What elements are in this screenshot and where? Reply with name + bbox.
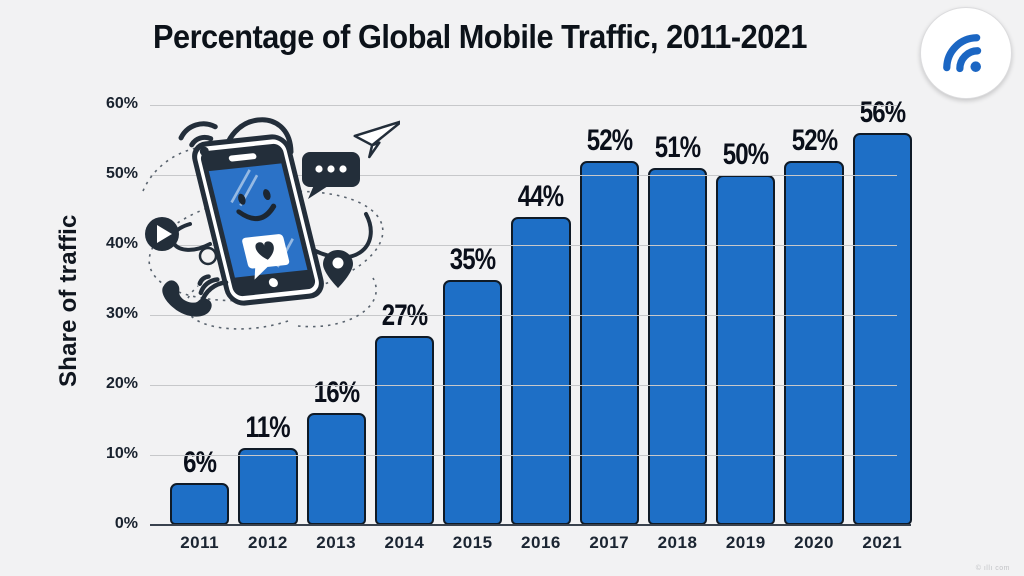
smiley-face bbox=[236, 189, 277, 222]
brand-logo bbox=[920, 7, 1012, 99]
y-tick-label: 10% bbox=[105, 445, 138, 462]
gridline bbox=[150, 455, 897, 456]
smartphone bbox=[192, 134, 324, 306]
phone-illustration bbox=[142, 117, 400, 330]
bar-column: 44% bbox=[511, 45, 571, 525]
paper-plane-icon bbox=[353, 119, 400, 159]
bar-value-label: 52% bbox=[791, 124, 837, 157]
y-axis-title: Share of traffic bbox=[55, 214, 82, 387]
bar-2021 bbox=[852, 133, 912, 525]
bars-container: 6% 11% 16% 27% 35% 44% 52% 51% 50% 52% 56% bbox=[170, 45, 912, 525]
heart-message-icon bbox=[242, 234, 290, 280]
bar-column: 51% bbox=[647, 45, 708, 525]
bar-column: 56% bbox=[852, 45, 912, 525]
bar-value-label: 44% bbox=[518, 180, 564, 213]
bar-2017 bbox=[579, 161, 639, 525]
bar-2014 bbox=[374, 336, 435, 525]
x-tick-label: 2019 bbox=[725, 533, 766, 552]
cable-connector bbox=[198, 246, 218, 266]
bar-column: 11% bbox=[238, 45, 298, 525]
bar-column: 52% bbox=[784, 45, 844, 525]
bar-value-label: 52% bbox=[586, 124, 633, 157]
bar-value-label: 50% bbox=[722, 138, 769, 171]
bar-column: 50% bbox=[716, 45, 776, 525]
x-tick-label: 2018 bbox=[657, 533, 698, 552]
bar-2018 bbox=[647, 168, 708, 525]
location-pin-icon bbox=[323, 250, 353, 288]
bar-value-label: 6% bbox=[183, 446, 217, 479]
chat-bubble-icon bbox=[302, 152, 360, 199]
bar-2015 bbox=[443, 280, 503, 525]
bar-column: 52% bbox=[579, 45, 639, 525]
bar-value-label: 51% bbox=[654, 131, 701, 164]
bar-column: 16% bbox=[306, 45, 366, 525]
chart-title: Percentage of Global Mobile Traffic, 201… bbox=[152, 18, 808, 55]
phone-call-icon bbox=[162, 274, 229, 317]
y-tick-label: 30% bbox=[105, 305, 138, 322]
gridline bbox=[150, 105, 897, 106]
x-axis-labels: 2011 2012 2013 2014 2015 2016 2017 2018 2019 2020… bbox=[170, 533, 912, 553]
y-tick-label: 0% bbox=[114, 515, 138, 532]
speaker-slot bbox=[228, 153, 257, 162]
x-tick-label: 2014 bbox=[384, 533, 425, 552]
x-tick-label: 2013 bbox=[316, 533, 357, 552]
x-tick-label: 2017 bbox=[589, 533, 630, 552]
bar-value-label: 16% bbox=[313, 376, 359, 409]
y-tick-label: 60% bbox=[105, 95, 138, 112]
x-tick-label: 2020 bbox=[794, 533, 834, 552]
cable-right bbox=[304, 212, 373, 260]
y-tick-label: 50% bbox=[105, 165, 138, 182]
x-tick-label: 2015 bbox=[452, 533, 493, 552]
bar-value-label: 56% bbox=[859, 96, 906, 129]
gridline bbox=[150, 385, 897, 386]
y-tick-label: 20% bbox=[105, 375, 138, 392]
x-tick-label: 2016 bbox=[521, 533, 561, 552]
wifi-small-icon bbox=[178, 121, 218, 156]
bar-2020 bbox=[784, 161, 844, 525]
bar-value-label: 11% bbox=[245, 411, 291, 444]
gridline bbox=[150, 315, 897, 316]
watermark: © ıllı com bbox=[975, 565, 1010, 572]
x-tick-label: 2012 bbox=[247, 533, 288, 552]
x-tick-label: 2011 bbox=[180, 533, 220, 552]
bar-2011 bbox=[170, 483, 230, 525]
bar-2016 bbox=[511, 217, 571, 525]
bar-value-label: 35% bbox=[449, 243, 496, 276]
gridline bbox=[150, 175, 897, 176]
home-button bbox=[268, 278, 278, 288]
bar-2012 bbox=[238, 448, 298, 525]
bar-column: 35% bbox=[443, 45, 503, 525]
bar-column: 6% bbox=[170, 45, 230, 525]
y-tick-label: 40% bbox=[105, 235, 138, 252]
wifi-icon bbox=[943, 34, 982, 73]
bar-2013 bbox=[306, 413, 366, 525]
play-button-icon bbox=[145, 217, 179, 251]
x-axis-line bbox=[150, 524, 911, 526]
gridline bbox=[150, 245, 897, 246]
x-tick-label: 2021 bbox=[862, 533, 903, 552]
bar-2019 bbox=[716, 175, 776, 525]
